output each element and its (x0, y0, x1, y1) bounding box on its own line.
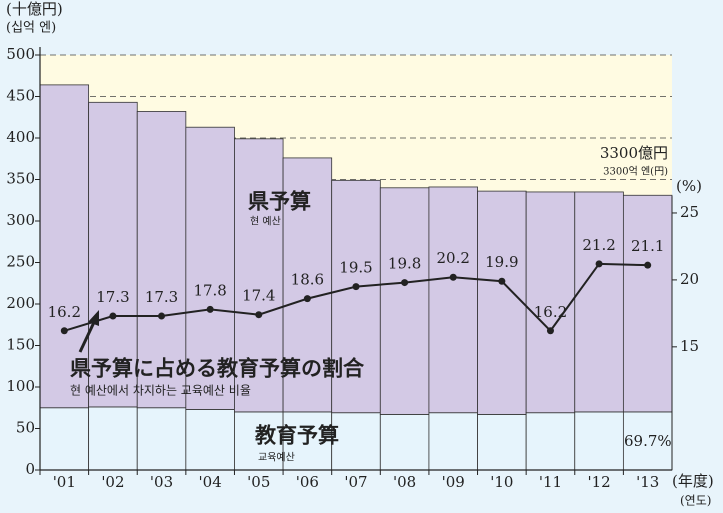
bar-segment (525, 412, 576, 471)
bar-segment (282, 157, 333, 413)
bar-segment (331, 179, 381, 414)
y2-tick-label: 20 (680, 270, 699, 288)
x-tick-label: '01 (53, 473, 76, 491)
x-tick-label: '08 (393, 473, 416, 491)
bar-segment (136, 111, 187, 409)
x-tick-label: '09 (442, 473, 465, 491)
data-label: 19.9 (485, 253, 518, 271)
ratio-point (303, 295, 311, 303)
x-unit-sub: (연도) (680, 494, 711, 508)
bar-segment (88, 406, 138, 471)
bar-segment (88, 101, 138, 408)
y-tick-label: 0 (25, 460, 35, 478)
bar-segment (477, 190, 527, 415)
ratio-point (644, 261, 652, 269)
ratio-point (546, 327, 554, 335)
data-label: 21.2 (582, 236, 615, 254)
x-tick-label: '07 (344, 473, 367, 491)
bar-segment (136, 407, 187, 471)
data-label: 17.4 (242, 287, 275, 305)
y-tick-label: 300 (6, 211, 35, 229)
bar-segment (574, 191, 624, 413)
y-tick-label: 250 (6, 253, 35, 271)
data-label: 19.5 (339, 259, 372, 277)
y-tick-label: 450 (6, 87, 35, 105)
bar-segment (379, 413, 430, 471)
y2-tick-label: 15 (680, 337, 699, 355)
bar-segment (282, 411, 333, 471)
data-label: 19.8 (388, 255, 421, 273)
x-tick-label: '03 (150, 473, 173, 491)
bar-segment (525, 191, 576, 414)
bar-segment (234, 138, 284, 413)
x-tick-label: '10 (490, 473, 513, 491)
ratio-point (498, 277, 506, 285)
pref-sublabel: 현 예산 (250, 216, 281, 228)
x-tick-label: '11 (539, 473, 562, 491)
data-label: 21.1 (631, 237, 664, 255)
y-tick-label: 150 (6, 336, 35, 354)
bar-segment (428, 186, 478, 414)
ratio-point (449, 273, 457, 281)
y-tick-label: 200 (6, 294, 35, 312)
data-label: 16.2 (534, 303, 567, 321)
data-label: 16.2 (48, 303, 81, 321)
x-tick-label: '13 (636, 473, 659, 491)
bar-segment (331, 412, 381, 471)
bar-segment (39, 84, 90, 409)
data-label: 17.8 (193, 281, 226, 299)
x-tick-label: '04 (199, 473, 222, 491)
y-tick-label: 100 (6, 377, 35, 395)
bar-segment (428, 412, 478, 471)
y2-tick-label: 25 (680, 203, 699, 221)
y-tick-label: 350 (6, 170, 35, 188)
bar-segment (379, 187, 430, 415)
bar-segment (234, 411, 284, 471)
ratio-point (352, 283, 360, 291)
highlight-sublabel: 3300억 엔(円) (603, 166, 668, 178)
edu-label: 教育予算 (255, 423, 339, 448)
x-tick-label: '12 (587, 473, 610, 491)
ratio-sublabel: 현 예산에서 차지하는 교육예산 비율 (70, 384, 251, 398)
bar-segment (477, 413, 527, 471)
ratio-point (158, 312, 166, 320)
ratio-point (255, 311, 263, 319)
bar-segment (185, 409, 235, 471)
ratio-point (206, 305, 214, 313)
ratio-point (595, 260, 603, 268)
y-tick-label: 50 (16, 419, 35, 437)
highlight-label: 3300億円 (600, 144, 668, 162)
x-tick-label: '05 (247, 473, 270, 491)
edu-sublabel: 교육예산 (258, 452, 295, 464)
ratio-point (60, 327, 68, 335)
bar-segment (574, 411, 624, 471)
ratio-label: 県予算に占める教育予算の割合 (70, 356, 365, 381)
share-label: 69.7% (624, 432, 672, 450)
x-tick-label: '02 (101, 473, 124, 491)
data-label: 20.2 (437, 249, 470, 267)
data-label: 18.6 (291, 271, 324, 289)
x-tick-label: '06 (296, 473, 319, 491)
x-unit: (年度) (672, 472, 714, 490)
bar-segment (622, 194, 673, 413)
data-label: 17.3 (145, 288, 178, 306)
ratio-point (109, 312, 117, 320)
y-tick-label: 500 (6, 45, 35, 63)
bar-segment (39, 407, 90, 471)
y-tick-label: 400 (6, 128, 35, 146)
y2-unit: (%) (676, 177, 702, 195)
ratio-point (401, 279, 409, 287)
y-unit: (十億円) (6, 0, 63, 18)
pref-label: 県予算 (248, 189, 311, 214)
arrow-head (88, 310, 99, 326)
data-label: 17.3 (96, 288, 129, 306)
bar-segment (185, 126, 235, 410)
y-unit-sub: (십억 엔) (6, 21, 56, 36)
